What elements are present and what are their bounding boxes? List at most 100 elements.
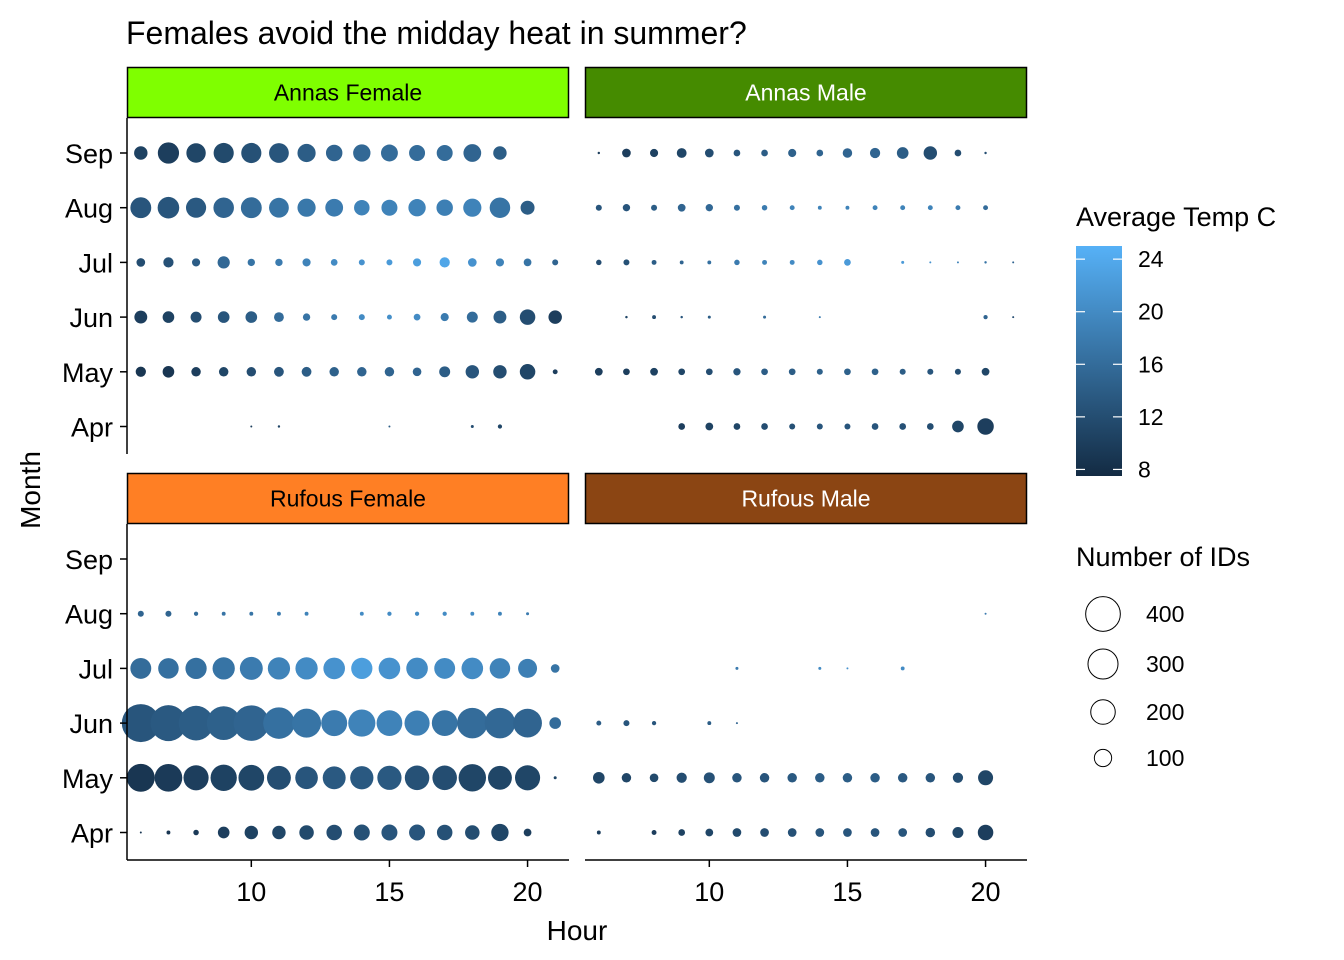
data-point (439, 366, 451, 378)
data-point (677, 203, 686, 212)
color-bar-label: 16 (1138, 351, 1164, 377)
data-point (520, 200, 535, 215)
data-point (761, 423, 768, 430)
data-point (597, 151, 601, 155)
data-point (384, 367, 395, 377)
data-point (954, 149, 962, 157)
data-point (126, 763, 155, 792)
data-point (439, 257, 450, 268)
data-point (984, 612, 987, 615)
data-point (493, 365, 507, 379)
data-point (817, 259, 823, 266)
data-point (900, 205, 906, 211)
data-point (413, 313, 421, 321)
data-point (276, 611, 281, 616)
data-point (162, 311, 175, 323)
data-point (299, 825, 314, 840)
data-point (442, 611, 447, 616)
y-tick-label: Apr (71, 819, 113, 849)
y-tick-label: Jul (78, 654, 113, 684)
data-point (735, 666, 739, 670)
data-point (244, 825, 259, 840)
data-point (274, 366, 284, 377)
data-point (136, 258, 146, 267)
data-point (329, 367, 339, 377)
data-point (623, 720, 630, 727)
data-point (844, 259, 851, 266)
data-point (353, 144, 371, 162)
panel-annas-female: Annas Female Apr May Jun Jul Aug Sep (62, 66, 570, 454)
data-point (121, 704, 160, 743)
data-point (789, 205, 795, 211)
data-point (463, 198, 482, 217)
facet-strip-label: Annas Female (274, 80, 422, 106)
data-point (526, 612, 530, 616)
data-point (519, 364, 536, 380)
legend: Average Temp C 8 12 16 20 24 Number of IDs 4… (1076, 202, 1276, 771)
data-point (760, 828, 769, 837)
color-legend-title: Average Temp C (1076, 202, 1276, 232)
data-point (250, 425, 253, 428)
data-point (977, 824, 994, 841)
data-point (381, 824, 398, 841)
data-point (431, 710, 458, 736)
data-point (386, 314, 392, 320)
facet-strip (584, 66, 1028, 119)
data-point (277, 425, 281, 428)
facet-strip (584, 472, 1028, 525)
size-legend-title: Number of IDs (1076, 542, 1250, 572)
data-point (295, 766, 318, 790)
data-point (732, 773, 742, 783)
data-point (165, 610, 172, 617)
data-point (759, 773, 770, 783)
data-point (552, 369, 558, 375)
data-point (467, 258, 477, 267)
data-point (358, 259, 365, 266)
data-point (901, 260, 905, 264)
data-point (925, 773, 936, 783)
data-point (166, 830, 171, 835)
data-point (523, 828, 532, 837)
data-point (818, 666, 822, 670)
data-point (487, 765, 512, 790)
data-point (622, 148, 631, 158)
data-point (676, 772, 687, 783)
data-point (788, 368, 796, 376)
data-point (871, 368, 879, 376)
facet-strip-label: Rufous Female (270, 486, 426, 512)
data-point (552, 259, 559, 266)
y-tick-label: May (62, 358, 114, 388)
y-axis-title: Month (15, 451, 46, 529)
data-point (651, 259, 657, 265)
data-point (193, 829, 199, 836)
data-point (952, 772, 964, 783)
color-bar-ticks: 8 12 16 20 24 (1076, 246, 1164, 482)
data-point (707, 260, 712, 265)
data-point (652, 315, 657, 320)
data-point (491, 823, 509, 842)
data-point (871, 423, 879, 430)
data-point (470, 424, 474, 429)
data-point (733, 149, 741, 157)
data-point (955, 205, 961, 211)
data-point (331, 314, 338, 321)
data-point (679, 260, 684, 265)
data-point (157, 196, 180, 219)
data-point (217, 826, 230, 839)
panel-rufous-female: Rufous Female Apr May Jun Jul Aug Sep 10 15 20 (62, 472, 570, 907)
data-point (246, 367, 257, 377)
data-point (217, 256, 230, 269)
data-point (977, 418, 994, 435)
data-point (461, 657, 484, 680)
facet-strip-label: Rufous Male (741, 486, 870, 512)
data-point (705, 828, 714, 837)
data-point (465, 825, 480, 840)
data-point (163, 257, 174, 268)
data-point (954, 368, 961, 375)
data-point (625, 315, 628, 319)
data-point (623, 259, 630, 266)
data-point (816, 368, 823, 375)
data-point (594, 367, 603, 376)
data-point (295, 657, 318, 680)
